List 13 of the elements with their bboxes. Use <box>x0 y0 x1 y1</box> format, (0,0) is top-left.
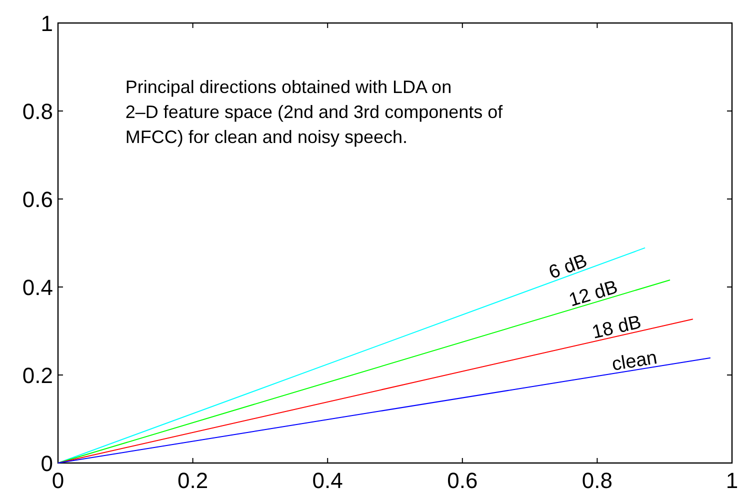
x-tick-label: 0.8 <box>582 468 612 491</box>
x-tick-label: 0.2 <box>178 468 208 491</box>
text: 18 dB <box>590 312 644 344</box>
y-tick-label: 1 <box>40 11 53 36</box>
x-tick-label: 0.4 <box>312 468 343 491</box>
text: clean <box>610 348 659 376</box>
y-tick-label: 0.8 <box>22 99 53 124</box>
x-tick-label: 0.6 <box>447 468 478 491</box>
x-tick-label: 1 <box>726 468 738 491</box>
y-tick-label: 0.2 <box>22 363 53 388</box>
y-tick-label: 0.6 <box>22 187 53 212</box>
y-tick-label: 0.4 <box>22 275 53 300</box>
annotation: Principal directions obtained with LDA on 2–D feature space (2nd and 3rd components of MFCC) for clean and noisy speech. <box>125 77 504 147</box>
